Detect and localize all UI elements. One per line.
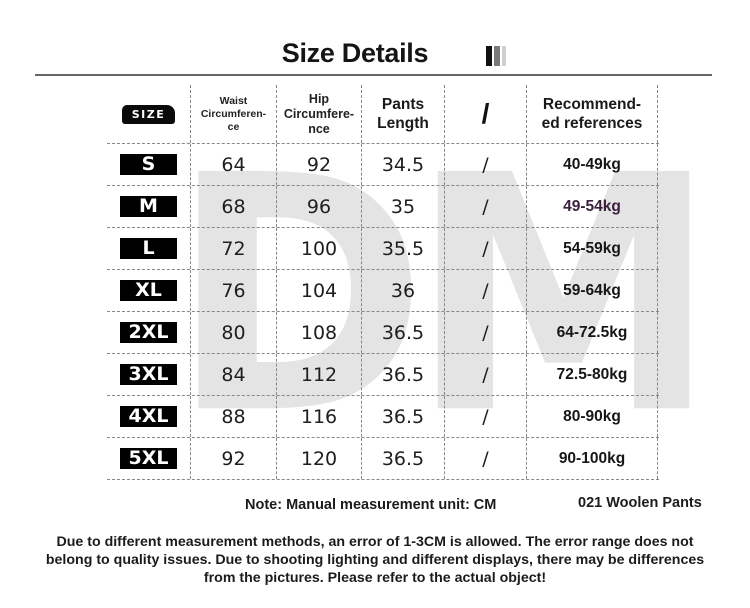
slash-cell: / — [445, 354, 527, 395]
slash-cell: / — [445, 186, 527, 227]
size-label: 5XL — [120, 448, 177, 469]
waist-cell: 68 — [191, 186, 277, 227]
waist-cell: 76 — [191, 270, 277, 311]
watermark: DM — [170, 106, 718, 486]
waist-cell: 88 — [191, 396, 277, 437]
waist-cell: 80 — [191, 312, 277, 353]
size-label: L — [120, 238, 177, 259]
length-cell: 34.5 — [362, 144, 445, 185]
weight-cell: 40-49kg — [527, 144, 658, 185]
hip-cell: 104 — [277, 270, 362, 311]
table-header-row: SIZE Waist Circumferen-ce Hip Circumfere-n… — [107, 85, 659, 144]
header-slash: / — [445, 85, 527, 143]
slash-cell: / — [445, 438, 527, 479]
header-waist: Waist Circumferen-ce — [191, 85, 277, 143]
waist-cell: 84 — [191, 354, 277, 395]
weight-cell: 49-54kg — [527, 186, 658, 227]
size-label: S — [120, 154, 177, 175]
size-label: 4XL — [120, 406, 177, 427]
length-cell: 35 — [362, 186, 445, 227]
slash-cell: / — [445, 312, 527, 353]
length-cell: 35.5 — [362, 228, 445, 269]
length-cell: 36 — [362, 270, 445, 311]
header-size: SIZE — [107, 85, 191, 143]
size-label: XL — [120, 280, 177, 301]
length-cell: 36.5 — [362, 354, 445, 395]
waist-cell: 92 — [191, 438, 277, 479]
hip-cell: 92 — [277, 144, 362, 185]
bars-icon — [486, 46, 506, 66]
header-length: Pants Length — [362, 85, 445, 143]
waist-cell: 72 — [191, 228, 277, 269]
size-table: SIZE Waist Circumferen-ce Hip Circumfere-n… — [107, 85, 659, 480]
size-cell: S — [107, 144, 191, 185]
header-hip: Hip Circumfere-nce — [277, 85, 362, 143]
weight-cell: 80-90kg — [527, 396, 658, 437]
header-recommend: Recommend-ed references — [527, 85, 658, 143]
size-cell: XL — [107, 270, 191, 311]
weight-cell: 72.5-80kg — [527, 354, 658, 395]
weight-cell: 59-64kg — [527, 270, 658, 311]
title-divider — [35, 74, 712, 76]
header: Size Details — [0, 36, 750, 76]
measurement-note: Note: Manual measurement unit: CM — [245, 497, 497, 513]
disclaimer: Due to different measurement methods, an… — [45, 534, 705, 586]
size-label: 3XL — [120, 364, 177, 385]
slash-cell: / — [445, 228, 527, 269]
weight-cell: 54-59kg — [527, 228, 658, 269]
size-cell: L — [107, 228, 191, 269]
hip-cell: 112 — [277, 354, 362, 395]
size-cell: 5XL — [107, 438, 191, 479]
hip-cell: 116 — [277, 396, 362, 437]
hip-cell: 120 — [277, 438, 362, 479]
size-badge: SIZE — [121, 104, 176, 124]
hip-cell: 100 — [277, 228, 362, 269]
table-row: S 64 92 34.5/40-49kg — [107, 144, 659, 186]
table-row: 3XL 84 112 36.5/72.5-80kg — [107, 354, 659, 396]
table-row: 4XL 88 116 36.5/80-90kg — [107, 396, 659, 438]
table-row: L 72 100 35.5/54-59kg — [107, 228, 659, 270]
hip-cell: 96 — [277, 186, 362, 227]
size-cell: M — [107, 186, 191, 227]
table-row: 2XL 80 108 36.5/64-72.5kg — [107, 312, 659, 354]
length-cell: 36.5 — [362, 396, 445, 437]
slash-cell: / — [445, 270, 527, 311]
product-name: 021 Woolen Pants — [578, 495, 702, 511]
size-cell: 2XL — [107, 312, 191, 353]
size-label: 2XL — [120, 322, 177, 343]
slash-cell: / — [445, 396, 527, 437]
size-label: M — [120, 196, 177, 217]
length-cell: 36.5 — [362, 312, 445, 353]
length-cell: 36.5 — [362, 438, 445, 479]
table-row: M 68 96 35/49-54kg — [107, 186, 659, 228]
size-cell: 4XL — [107, 396, 191, 437]
table-row: 5XL 92 120 36.5/90-100kg — [107, 438, 659, 480]
weight-cell: 90-100kg — [527, 438, 658, 479]
weight-cell: 64-72.5kg — [527, 312, 658, 353]
waist-cell: 64 — [191, 144, 277, 185]
size-cell: 3XL — [107, 354, 191, 395]
page-title: Size Details — [281, 38, 429, 68]
hip-cell: 108 — [277, 312, 362, 353]
table-row: XL 76 104 36/59-64kg — [107, 270, 659, 312]
slash-cell: / — [445, 144, 527, 185]
